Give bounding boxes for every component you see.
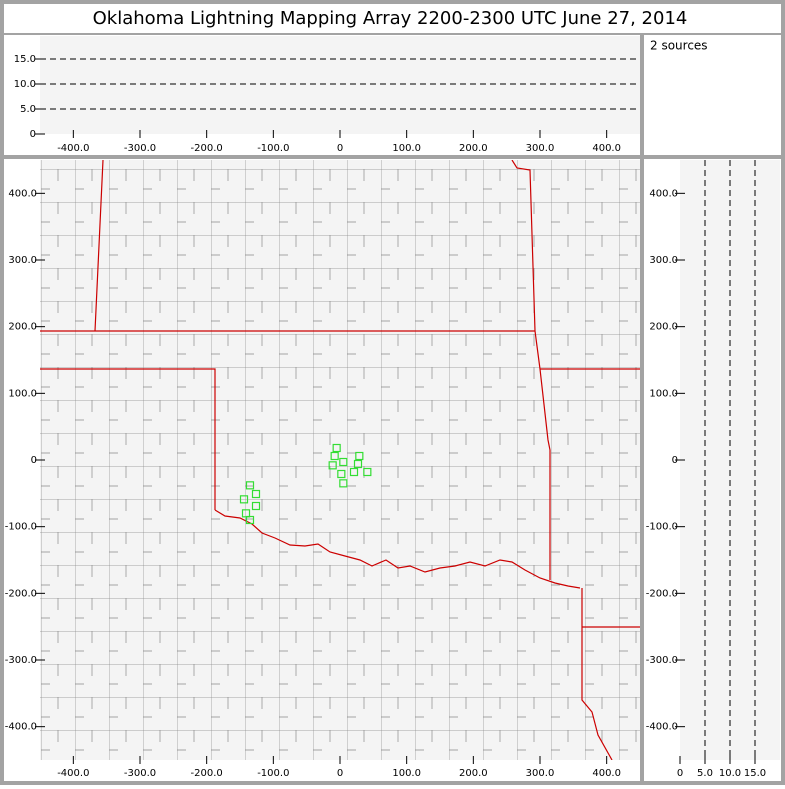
source-point (239, 495, 249, 504)
y-tick-label: 0 (31, 455, 37, 466)
x-tick-label: 200.0 (459, 143, 488, 154)
source-point (245, 481, 255, 490)
source-point (349, 467, 359, 477)
title: Oklahoma Lightning Mapping Array 2200-23… (93, 8, 688, 29)
source-count: 2 sources (650, 39, 708, 53)
source-point (353, 459, 363, 469)
y-tick-label: -300.0 (646, 655, 678, 666)
x-tick-label: 100.0 (392, 143, 421, 154)
x-tick-label: 400.0 (592, 768, 621, 779)
y-tick-label: 100.0 (649, 388, 678, 399)
source-point (355, 451, 364, 461)
x-tick-label: -400.0 (57, 143, 89, 154)
x-tick-label: 300.0 (526, 143, 555, 154)
state-border (40, 160, 640, 760)
y-tick-label: 0 (672, 455, 678, 466)
y-tick-label: 15.0 (14, 54, 36, 65)
source-point (339, 479, 348, 488)
y-tick-label: 300.0 (8, 255, 37, 266)
y-tick-label: 200.0 (8, 322, 37, 333)
top-plot-area (40, 36, 640, 134)
x-tick-label: -300.0 (124, 768, 156, 779)
source-point (330, 451, 339, 461)
x-tick-label: -200.0 (191, 143, 223, 154)
source-point (339, 457, 348, 467)
x-tick-label: -400.0 (57, 768, 89, 779)
x-tick-label: -200.0 (191, 768, 223, 779)
source-point (251, 501, 261, 511)
y-tick-label: -100.0 (5, 522, 37, 533)
y-tick-label: 5.0 (20, 104, 36, 115)
y-tick-label: -100.0 (646, 522, 678, 533)
source-point (363, 467, 372, 477)
x-tick-label: 200.0 (459, 768, 488, 779)
x-tick-label: 400.0 (592, 143, 621, 154)
x-tick-label: 5.0 (697, 768, 713, 779)
y-tick-label: 100.0 (8, 388, 37, 399)
y-tick-label: 200.0 (649, 322, 678, 333)
x-tick-label: 0 (677, 768, 683, 779)
y-tick-label: -200.0 (5, 588, 37, 599)
x-tick-label: 300.0 (526, 768, 555, 779)
y-tick-label: 10.0 (14, 79, 36, 90)
source-point (245, 515, 255, 525)
x-tick-label: -300.0 (124, 143, 156, 154)
x-tick-label: -100.0 (257, 143, 289, 154)
title-band (4, 4, 781, 33)
red-river-border (214, 509, 581, 589)
source-point (328, 461, 337, 470)
x-tick-label: 100.0 (392, 768, 421, 779)
x-tick-label: 0 (337, 143, 343, 154)
x-tick-label: 15.0 (744, 768, 766, 779)
y-tick-label: 400.0 (8, 188, 37, 199)
source-point (251, 489, 261, 499)
y-tick-label: -200.0 (646, 588, 678, 599)
y-tick-label: 300.0 (649, 255, 678, 266)
y-tick-label: -300.0 (5, 655, 37, 666)
y-tick-label: 0 (30, 129, 36, 140)
x-tick-label: 0 (337, 768, 343, 779)
y-tick-label: 400.0 (649, 188, 678, 199)
x-tick-label: -100.0 (257, 768, 289, 779)
source-point (332, 443, 341, 453)
x-tick-label: 10.0 (719, 768, 741, 779)
y-tick-label: -400.0 (5, 722, 37, 733)
y-tick-label: -400.0 (646, 722, 678, 733)
source-point (337, 469, 346, 479)
info-panel-bg (644, 35, 781, 155)
